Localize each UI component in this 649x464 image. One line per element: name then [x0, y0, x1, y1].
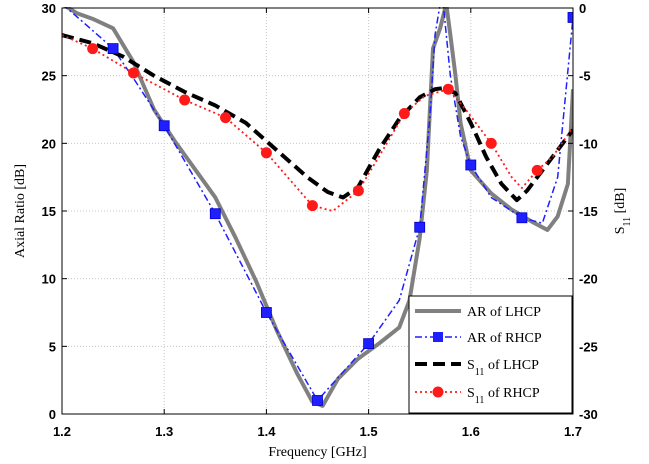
marker-s11-rhcp-6 [352, 185, 364, 197]
series-markers [87, 12, 573, 406]
marker-s11-rhcp-9 [485, 137, 497, 149]
marker-s11-rhcp-8 [442, 83, 454, 95]
y-left-tick-label-2: 10 [42, 272, 56, 287]
marker-s11-rhcp-10 [531, 164, 543, 176]
legend-entry-ar-lhcp: AR of LHCP [415, 305, 541, 320]
legend-label-s11-lhcp-main: S [467, 358, 475, 373]
legend-label-ar-rhcp: AR of RHCP [467, 331, 542, 346]
marker-s11-rhcp-1 [128, 67, 140, 79]
marker-s11-rhcp-5 [306, 200, 318, 212]
y-right-tick-label-5: -5 [579, 69, 591, 84]
marker-s11-rhcp-4 [260, 147, 272, 159]
y-left-tick-label-6: 30 [42, 1, 56, 16]
y-right-tick-label-0: -30 [579, 407, 598, 422]
y-left-tick-label-4: 20 [42, 136, 56, 151]
y-left-tick-label-1: 5 [49, 339, 56, 354]
plot-area [62, 7, 573, 408]
x-tick-label-1: 1.3 [155, 424, 173, 439]
marker-ar-rhcp-8 [516, 212, 528, 224]
y-right-axis-label: S11 [dB] [613, 188, 633, 235]
marker-s11-rhcp-7 [398, 108, 410, 120]
x-tick-label-4: 1.6 [462, 424, 480, 439]
x-axis-label: Frequency [GHz] [268, 445, 366, 460]
series-line-s11-lhcp [62, 33, 573, 203]
marker-ar-rhcp-1 [158, 120, 170, 132]
y-right-tick-label-2: -20 [579, 272, 598, 287]
y-right-tick-label-1: -25 [579, 339, 598, 354]
marker-ar-rhcp-6 [414, 221, 426, 233]
y-right-tick-label-4: -10 [579, 136, 598, 151]
x-tick-label-5: 1.7 [564, 424, 582, 439]
y-right-label-main: S [613, 227, 628, 235]
x-tick-label-2: 1.4 [257, 424, 276, 439]
series-line-ar-rhcp [64, 7, 573, 402]
x-ticks: 1.2 1.3 1.4 1.5 1.6 1.7 [53, 8, 582, 439]
x-tick-label-0: 1.2 [53, 424, 71, 439]
marker-ar-rhcp-5 [363, 338, 375, 350]
legend-label-ar-lhcp: AR of LHCP [467, 305, 541, 320]
y-right-ticks: -30 -25 -20 -15 -10 -5 0 [568, 1, 598, 422]
y-right-tick-label-6: 0 [579, 1, 586, 16]
x-tick-label-3: 1.5 [360, 424, 378, 439]
legend-label-s11-rhcp-main: S [467, 386, 475, 401]
legend-entries: AR of LHCP AR of RHCP S11 of LHCP S11 of… [415, 305, 542, 406]
marker-ar-rhcp-2 [209, 208, 221, 220]
y-right-label-sub: 11 [622, 217, 633, 227]
legend-label-s11-rhcp-sub: 11 [475, 395, 485, 406]
marker-ar-rhcp-9 [567, 12, 573, 23]
marker-s11-rhcp-0 [87, 43, 99, 55]
y-left-tick-label-5: 25 [42, 69, 56, 84]
legend-label-s11-lhcp-rest: of LHCP [484, 358, 539, 373]
y-left-tick-label-3: 15 [42, 204, 56, 219]
y-left-tick-label-0: 0 [49, 407, 56, 422]
series-line-ar-lhcp [63, 7, 573, 408]
marker-ar-rhcp-3 [260, 307, 272, 318]
marker-ar-rhcp-0 [107, 43, 119, 54]
y-right-label-unit: [dB] [613, 188, 628, 217]
legend-entry-s11-lhcp: S11 of LHCP [415, 358, 539, 378]
marker-ar-rhcp-4 [312, 395, 323, 406]
legend-entry-s11-rhcp: S11 of RHCP [415, 386, 540, 406]
legend-label-s11-lhcp-sub: 11 [475, 367, 485, 378]
legend: AR of LHCP AR of RHCP S11 of LHCP S11 of… [408, 295, 573, 414]
legend-marker-ar-rhcp [433, 332, 443, 342]
marker-ar-rhcp-7 [465, 159, 477, 171]
legend-label-s11-lhcp: S11 of LHCP [467, 358, 539, 378]
legend-label-s11-rhcp-rest: of RHCP [484, 386, 539, 401]
series-line-s11-rhcp [62, 34, 573, 212]
legend-entry-ar-rhcp: AR of RHCP [415, 331, 542, 346]
y-left-ticks: 0 5 10 15 20 25 30 [42, 1, 67, 422]
y-right-tick-label-3: -15 [579, 204, 598, 219]
marker-s11-rhcp-3 [220, 112, 232, 124]
y-left-axis-label: Axial Ratio [dB] [13, 164, 28, 258]
marker-s11-rhcp-2 [179, 94, 191, 106]
legend-marker-s11-rhcp [432, 386, 444, 398]
series-lines [62, 7, 573, 408]
legend-label-s11-rhcp: S11 of RHCP [467, 386, 540, 406]
